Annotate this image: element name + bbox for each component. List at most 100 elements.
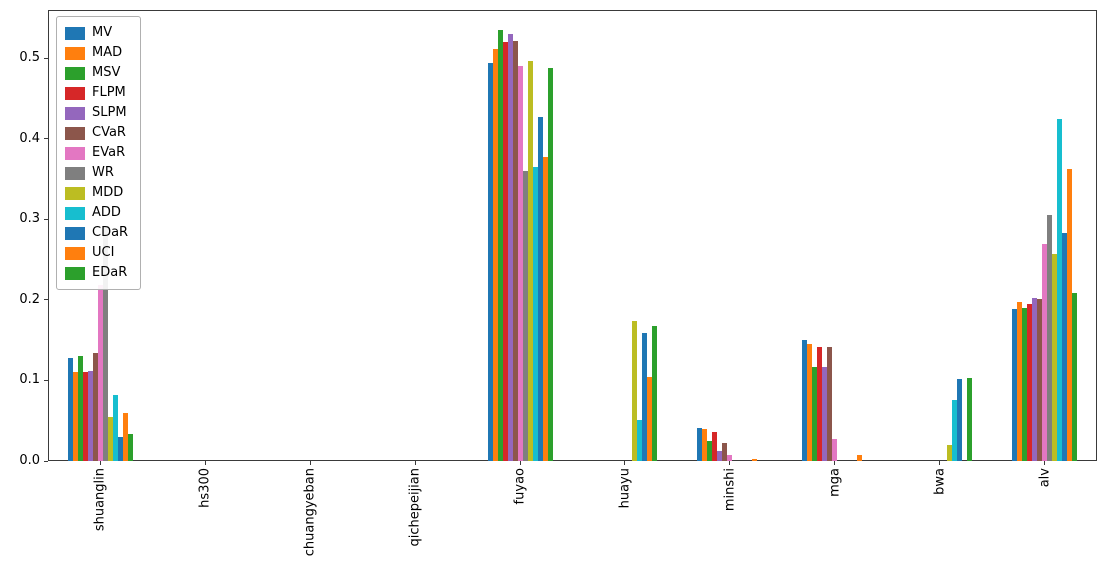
legend-label: WR [92, 165, 114, 180]
bar-UCI-minshi [752, 459, 758, 461]
legend-item-MV: MV [65, 23, 128, 43]
legend-item-MAD: MAD [65, 43, 128, 63]
bar-ADD-bwa [952, 399, 958, 461]
legend-swatch-MV [65, 26, 85, 40]
bar-EVaR-fuyao [517, 65, 523, 461]
bar-MDD-huayu [632, 320, 638, 461]
bar-WR-fuyao [522, 171, 528, 461]
legend-label: UCI [92, 245, 115, 260]
bar-MDD-alv [1052, 254, 1058, 461]
bar-CDaR-alv [1062, 233, 1068, 461]
x-tick-label: fuyao [513, 468, 528, 504]
x-tick-mark [309, 461, 311, 465]
bar-CVaR-minshi [722, 443, 728, 461]
bar-WR-alv [1047, 215, 1053, 461]
bar-UCI-alv [1067, 168, 1073, 461]
legend-label: FLPM [92, 85, 126, 100]
legend: MV MAD MSV FLPM SLPM CVaR EVaR WR MDD ADD CDaR UCI E… [56, 16, 142, 290]
x-tick-label-text: shuanglin [92, 468, 108, 532]
x-tick-mark [1044, 461, 1046, 465]
bar-MV-minshi [697, 427, 703, 461]
legend-item-UCI: UCI [65, 243, 128, 263]
bar-MAD-mga [807, 344, 813, 461]
bar-SLPM-minshi [717, 451, 723, 461]
x-tick-label-text: fuyao [512, 468, 528, 505]
legend-item-MSV: MSV [65, 63, 128, 83]
x-tick-label: alv [1037, 468, 1052, 487]
x-tick-label: qichepeijian [408, 468, 423, 547]
bar-CDaR-shuanglin [117, 436, 123, 461]
bar-MDD-fuyao [527, 60, 533, 461]
x-tick-label: mga [827, 468, 842, 497]
bar-MAD-fuyao [492, 48, 498, 461]
x-tick-label-text: bwa [932, 468, 948, 495]
bar-ADD-huayu [637, 419, 643, 461]
bar-CDaR-fuyao [537, 117, 543, 461]
bar-CVaR-shuanglin [92, 353, 98, 461]
bar-WR-shuanglin [102, 227, 108, 461]
legend-item-EVaR: EVaR [65, 143, 128, 163]
y-tick-mark [44, 218, 48, 220]
legend-item-SLPM: SLPM [65, 103, 128, 123]
legend-item-ADD: ADD [65, 203, 128, 223]
y-tick-label: 0.3 [19, 211, 40, 227]
bar-SLPM-alv [1032, 297, 1038, 461]
x-tick-label-text: alv [1037, 468, 1053, 488]
legend-label: ADD [92, 205, 121, 220]
bar-MAD-minshi [702, 428, 708, 461]
x-tick-label: shuanglin [93, 468, 108, 531]
legend-item-FLPM: FLPM [65, 83, 128, 103]
bar-EDaR-shuanglin [127, 434, 133, 461]
bar-EVaR-mga [832, 439, 838, 461]
legend-label: MAD [92, 45, 123, 60]
y-tick-mark [44, 379, 48, 381]
bar-MDD-shuanglin [107, 416, 113, 461]
bar-MSV-shuanglin [77, 356, 83, 461]
bar-MSV-minshi [707, 440, 713, 461]
x-tick-mark [519, 461, 521, 465]
x-tick-label: hs300 [198, 468, 213, 508]
bar-UCI-mga [857, 455, 863, 461]
y-tick-mark [44, 460, 48, 462]
bar-MV-fuyao [487, 63, 493, 461]
x-tick-mark [834, 461, 836, 465]
bar-CVaR-fuyao [512, 41, 518, 461]
bar-MDD-bwa [947, 444, 953, 461]
x-tick-mark [624, 461, 626, 465]
bar-MV-shuanglin [67, 357, 73, 461]
legend-swatch-CVaR [65, 126, 85, 140]
bar-SLPM-fuyao [507, 34, 513, 461]
y-tick-label: 0.4 [19, 130, 40, 146]
x-tick-mark [414, 461, 416, 465]
x-tick-label: minshi [722, 468, 737, 511]
x-tick-label-text: huayu [617, 468, 633, 509]
bar-MV-alv [1012, 308, 1018, 461]
legend-item-CVaR: CVaR [65, 123, 128, 143]
legend-item-WR: WR [65, 163, 128, 183]
legend-swatch-MAD [65, 46, 85, 60]
bar-FLPM-minshi [712, 432, 718, 461]
x-tick-label-text: hs300 [197, 468, 213, 508]
bar-UCI-shuanglin [122, 412, 128, 461]
legend-swatch-EVaR [65, 146, 85, 160]
bar-ADD-fuyao [532, 167, 538, 461]
bar-ADD-alv [1057, 118, 1063, 461]
bar-MV-mga [802, 340, 808, 461]
x-tick-label-text: mga [827, 468, 843, 497]
x-tick-mark [99, 461, 101, 465]
y-tick-label: 0.1 [19, 372, 40, 388]
legend-swatch-MDD [65, 186, 85, 200]
bar-EDaR-fuyao [547, 67, 553, 461]
bar-UCI-huayu [647, 377, 653, 461]
y-tick-label: 0.5 [19, 50, 40, 66]
bar-MSV-mga [812, 366, 818, 461]
y-tick-mark [44, 57, 48, 59]
legend-label: CVaR [92, 125, 126, 140]
bar-MSV-fuyao [497, 30, 503, 461]
x-tick-label: chuangyeban [303, 468, 318, 556]
legend-swatch-ADD [65, 206, 85, 220]
bar-MAD-shuanglin [72, 372, 78, 461]
bar-FLPM-shuanglin [82, 372, 88, 461]
legend-swatch-EDaR [65, 266, 85, 280]
bar-EDaR-huayu [652, 325, 658, 461]
